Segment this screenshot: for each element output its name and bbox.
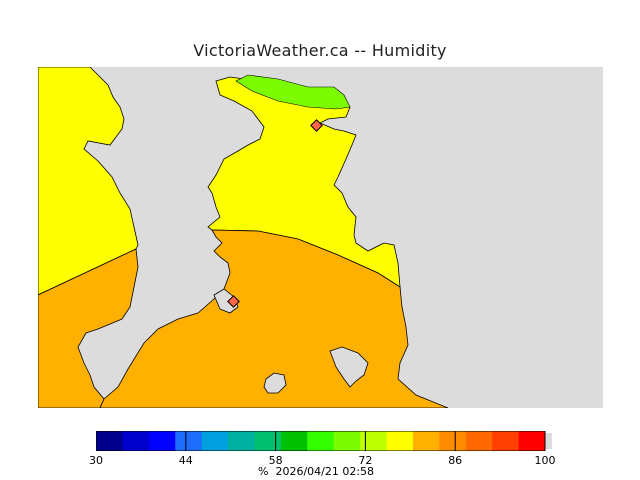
island-large (329, 346, 369, 388)
colorbar-tick-label: 44 (178, 454, 193, 467)
timestamp: 2026/04/21 02:58 (275, 465, 375, 478)
colorbar-cap (545, 433, 552, 449)
humidity-zone-yellow-east (207, 76, 401, 288)
colorbar-cell (333, 431, 361, 451)
colorbar (96, 431, 552, 451)
humidity-map (38, 67, 603, 408)
island-small (263, 372, 287, 394)
humidity-zone-green (235, 74, 351, 110)
map-title: VictoriaWeather.ca -- Humidity (193, 41, 447, 60)
humidity-zone-yellow-west (38, 67, 139, 296)
colorbar-cell (439, 431, 467, 451)
colorbar-cell (412, 431, 440, 451)
colorbar-tick-label: 30 (89, 454, 103, 467)
colorbar-cell (254, 431, 282, 451)
colorbar-cell (518, 431, 546, 451)
colorbar-cell (201, 431, 229, 451)
colorbar-tick-label: 86 (448, 454, 463, 467)
colorbar-cell (228, 431, 255, 451)
colorbar-tick-label: 100 (534, 454, 556, 467)
colorbar-cell (307, 431, 335, 451)
colorbar-cell (148, 431, 176, 451)
colorbar-cell (492, 431, 520, 451)
colorbar-cell (465, 431, 493, 451)
colorbar-cell (280, 431, 308, 451)
colorbar-cell (175, 431, 203, 451)
colorbar-cell (96, 431, 123, 451)
unit-label: % (258, 465, 269, 478)
colorbar-footer: % 2026/04/21 02:58 (258, 465, 374, 478)
colorbar-tick-label: 72 (358, 454, 373, 467)
colorbar-cell (360, 431, 388, 451)
colorbar-cell (386, 431, 414, 451)
colorbar-tick-label: 58 (268, 454, 283, 467)
colorbar-cell (122, 431, 150, 451)
